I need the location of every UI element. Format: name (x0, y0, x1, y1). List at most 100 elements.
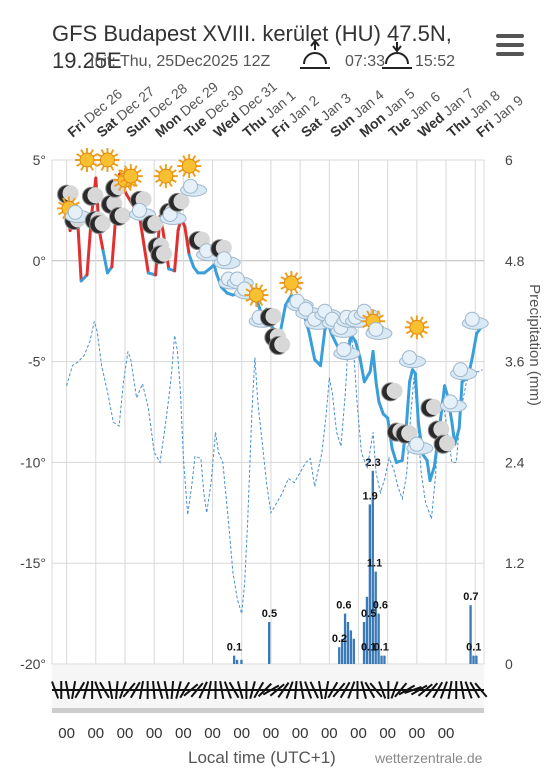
hour-label: 00 (292, 725, 309, 742)
wind-arrow (82, 681, 90, 699)
precip-bar (383, 655, 386, 664)
sun-ray (405, 320, 412, 325)
moon-icon (381, 382, 403, 402)
temperature-segment (453, 426, 461, 446)
cloud-puff (298, 301, 314, 317)
temperature-segment (408, 368, 414, 384)
wind-arrow (170, 680, 175, 700)
wind-arrow (51, 681, 60, 699)
temperature-segment (413, 372, 420, 424)
sun-ray (261, 297, 268, 302)
sun-disc (409, 319, 425, 335)
precip-bar (365, 596, 369, 664)
cloud-puff (229, 271, 245, 287)
wind-arrow (118, 681, 127, 699)
temperature-segment (183, 225, 191, 257)
sun-ray (92, 153, 98, 158)
sun-ray (136, 178, 142, 183)
cloud-puff (356, 303, 372, 319)
wind-arrow (138, 680, 145, 700)
wind-arrow (64, 680, 70, 700)
sun-ray (405, 329, 412, 335)
precip-bar (232, 655, 236, 664)
precip-value-label: 1.9 (363, 490, 378, 502)
sun-ray (182, 171, 187, 177)
wind-arrow (156, 681, 164, 699)
sun-ray (92, 162, 98, 167)
sun-ray (123, 165, 129, 171)
wind-arrow (439, 681, 448, 699)
hamburger-menu-icon[interactable] (496, 34, 524, 58)
sun-ray (123, 181, 129, 188)
cloud-puff (216, 251, 232, 267)
moon-lit (156, 245, 172, 262)
cloud-puff (131, 202, 147, 218)
precip-value-label: 0.5 (262, 608, 277, 620)
cloud-puff (183, 178, 199, 194)
wind-arrow (175, 681, 182, 699)
wind-arrow (404, 685, 422, 695)
sun-disc (79, 152, 95, 168)
moon-icon (89, 215, 111, 235)
moon-lit (274, 336, 291, 353)
temperature-segment (371, 350, 378, 384)
sun-ray (62, 197, 67, 203)
wind-arrow (277, 682, 290, 698)
temperature-segment (377, 400, 385, 416)
sun-ray (422, 320, 428, 325)
sun-disc (283, 275, 299, 291)
sun-icon (279, 270, 304, 295)
cloud-puff (401, 350, 417, 366)
sun-ray (113, 162, 119, 167)
precip-bar (374, 571, 377, 664)
precip-bar (469, 605, 472, 664)
hour-label: 00 (350, 725, 367, 742)
wind-arrow (309, 681, 319, 699)
sun-ray (80, 165, 85, 171)
precip-bar (472, 655, 475, 664)
wind-arrow (236, 681, 244, 699)
precip-value-label: 0.1 (466, 642, 481, 654)
hour-label: 00 (263, 725, 280, 742)
temperature-segment (374, 380, 381, 404)
temperature-segment (173, 229, 180, 273)
sun-ray (280, 276, 286, 281)
moon-icon (141, 215, 164, 235)
sun-icon (153, 164, 178, 189)
precip-bar (268, 622, 271, 664)
cloud-icon (439, 394, 467, 413)
wind-arrow (398, 684, 416, 696)
sun-ray (110, 165, 115, 171)
sunrise-time: 07:33 (345, 53, 385, 70)
precip-value-label: 0.7 (463, 591, 478, 603)
sun-icon (75, 148, 100, 172)
moon-icon (109, 206, 131, 226)
sun-ray (362, 323, 368, 329)
y-tick-right: 4.8 (505, 253, 525, 269)
chart-title: GFS Budapest XVIII. kerület (HU) 47.5N, … (52, 21, 452, 73)
precip-bar (368, 504, 372, 664)
wind-arrow (469, 681, 481, 699)
sun-ray (171, 169, 177, 174)
temperature-segment (443, 384, 450, 398)
sun-icon (177, 154, 202, 179)
moon-icon (81, 186, 104, 206)
sun-ray (76, 162, 82, 167)
sun-ray (409, 316, 415, 322)
y-axis-left: 5° 0° -5° -10° -15° -20° (20, 152, 46, 672)
moon-lit (433, 421, 450, 438)
temperature-segment (138, 214, 146, 247)
wind-arrow (369, 682, 383, 698)
sun-ray (296, 285, 303, 290)
sun-ray (258, 284, 264, 290)
wind-arrow (253, 681, 265, 699)
wind-arrow (122, 682, 136, 698)
cloud-icon (398, 350, 426, 369)
sun-ray (100, 149, 105, 155)
sun-disc (181, 158, 197, 174)
sun-ray (284, 272, 289, 278)
precip-bar (349, 630, 353, 664)
precip-value-label: 0.6 (373, 600, 388, 612)
hour-labels: 00 00 00 00 00 00 00 00 00 00 00 00 00 00 (58, 725, 454, 742)
